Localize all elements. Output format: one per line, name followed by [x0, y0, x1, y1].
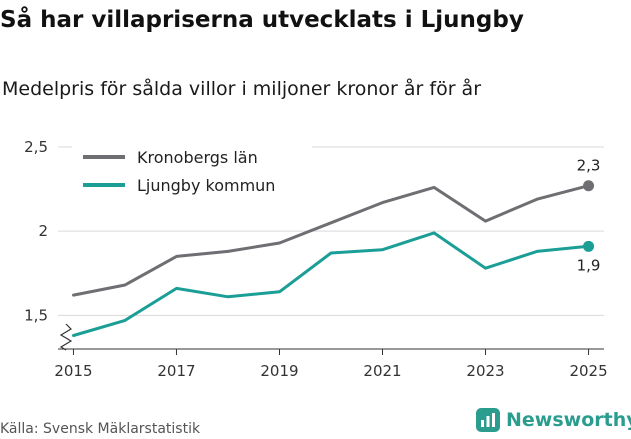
- line-chart: 1,5 2 2,5 2015 2017 2019 2021 2023 2025 2,3 1,9 Kro…: [24, 138, 608, 380]
- series-line: [72, 231, 590, 337]
- axis-break-icon: [59, 323, 73, 351]
- series-line: [72, 184, 590, 297]
- series-end-point: [583, 240, 595, 252]
- x-tick-label: 2015: [54, 362, 92, 380]
- series-end-label: 2,3: [577, 157, 601, 175]
- legend-box: [72, 145, 312, 201]
- brand-name: Newsworthy: [506, 409, 631, 431]
- x-tick-label: 2021: [363, 362, 401, 380]
- x-tick-label: 2023: [466, 362, 504, 380]
- x-tick-label: 2025: [569, 362, 607, 380]
- y-tick-label: 1,5: [24, 306, 48, 324]
- x-tick-label: 2019: [260, 362, 298, 380]
- source-note: Källa: Svensk Mäklarstatistik: [0, 421, 201, 437]
- legend-label: Kronobergs län: [137, 148, 258, 167]
- x-tick-label: 2017: [157, 362, 195, 380]
- series-end-point: [583, 180, 595, 192]
- chart-title: Så har villapriserna utvecklats i Ljungb…: [0, 7, 524, 33]
- y-tick-label: 2: [38, 222, 48, 240]
- newsworthy-logo[interactable]: Newsworthy: [476, 406, 631, 434]
- newsworthy-icon: [476, 408, 500, 432]
- y-tick-label: 2,5: [24, 138, 48, 156]
- series-end-label: 1,9: [577, 256, 601, 274]
- chart-subtitle: Medelpris för sålda villor i miljoner kr…: [2, 78, 482, 100]
- legend-label: Ljungby kommun: [137, 176, 275, 195]
